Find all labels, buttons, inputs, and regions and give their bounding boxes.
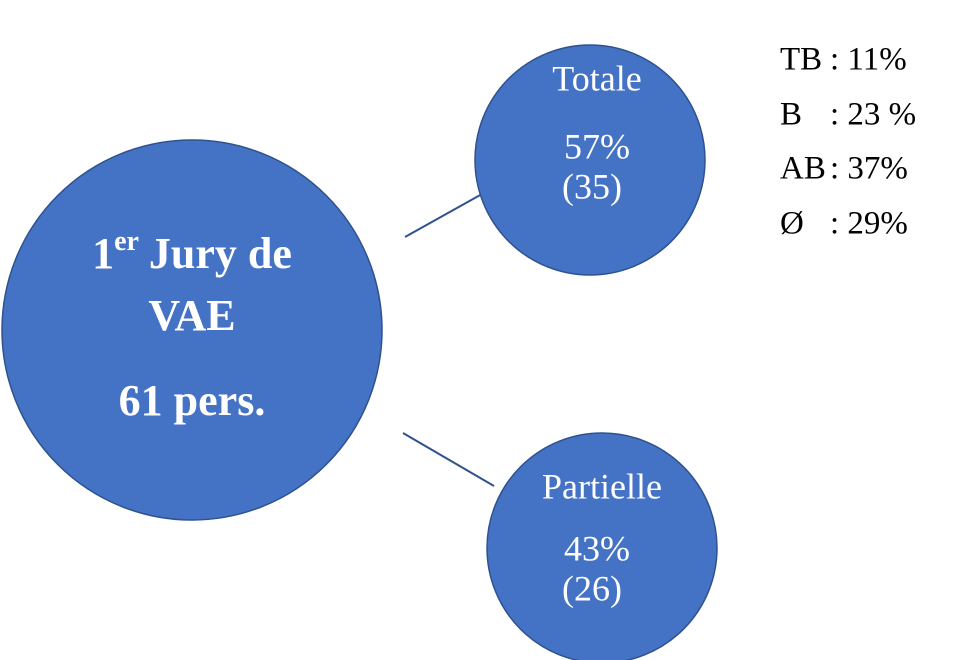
main-circle	[1, 139, 383, 521]
node-count: (35)	[562, 166, 622, 206]
legend-text: : 11%	[830, 42, 907, 78]
node-percent: 43%	[564, 528, 630, 568]
legend-text: : 23 %	[830, 97, 916, 133]
main-line3: 61 pers.	[119, 376, 266, 425]
node-label: Partielle	[542, 466, 662, 506]
legend-text: : 37%	[830, 151, 908, 187]
main-line2: VAE	[148, 291, 235, 340]
node-label: Totale	[552, 58, 641, 98]
main-text: Jury de	[149, 229, 292, 278]
legend-label: TB	[780, 42, 822, 78]
node-count: (26)	[562, 568, 622, 608]
main-number: 1	[92, 229, 114, 278]
node-percent: 57%	[564, 126, 630, 166]
legend-label: B	[780, 97, 802, 133]
main-line1: 1er Jury de	[92, 226, 292, 278]
legend-text: : 29%	[830, 206, 908, 242]
node-circle	[486, 432, 718, 660]
legend-label: AB	[780, 151, 826, 187]
connector	[402, 432, 495, 487]
legend-label: Ø	[780, 206, 804, 242]
connector	[404, 193, 483, 238]
node-circle	[474, 44, 706, 276]
main-superscript: er	[114, 226, 139, 257]
